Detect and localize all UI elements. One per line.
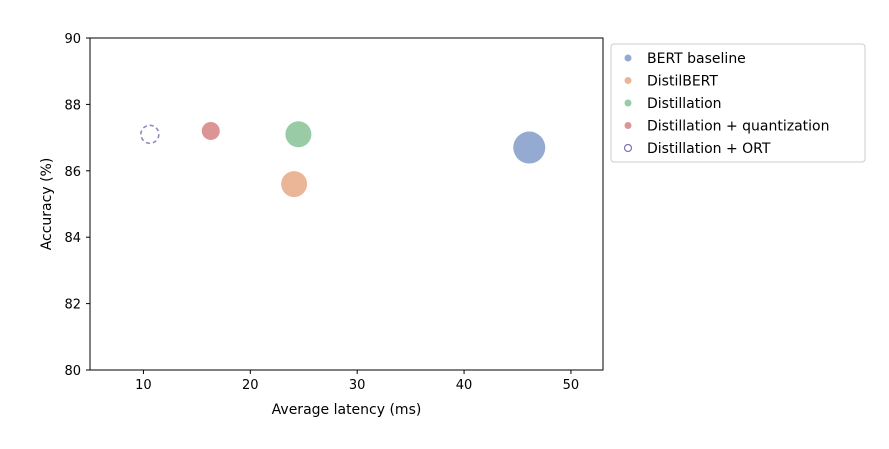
plot-frame <box>89 37 604 371</box>
y-tick-label: 86 <box>64 165 81 180</box>
y-tick-label: 82 <box>64 298 81 313</box>
axes-layer: 10 20 30 40 50 80 82 84 86 88 90 Average latency (m… <box>39 32 604 418</box>
x-tick-label: 10 <box>135 378 152 393</box>
point-bert-baseline <box>513 131 546 164</box>
y-axis-label: Accuracy (%) <box>39 158 55 251</box>
legend-marker <box>624 122 632 129</box>
y-tick-label: 90 <box>64 32 81 47</box>
x-axis-label: Average latency (ms) <box>272 402 422 418</box>
legend-box <box>610 43 866 163</box>
legend-label: DistilBERT <box>647 74 718 90</box>
legend-label: Distillation <box>647 96 722 112</box>
x-tick-label: 50 <box>563 378 580 393</box>
point-distillation-ort <box>140 124 160 145</box>
point-distillation-quantization <box>201 121 220 140</box>
x-tick-label: 30 <box>349 378 366 393</box>
y-tick-label: 80 <box>64 364 81 379</box>
y-tick-label: 88 <box>64 98 81 113</box>
y-tick-label: 84 <box>64 231 81 246</box>
point-distillation <box>285 121 312 148</box>
legend-label: Distillation + quantization <box>647 119 830 135</box>
legend-marker <box>624 99 632 107</box>
legend-marker <box>624 77 632 84</box>
legend-marker <box>624 54 632 62</box>
legend-label: Distillation + ORT <box>647 141 771 157</box>
legend-label: BERT baseline <box>647 51 746 67</box>
legend-marker <box>623 143 633 153</box>
legend: BERT baseline DistilBERT Distillation Disti… <box>610 43 866 163</box>
point-distilbert <box>281 171 308 198</box>
points-layer <box>140 121 546 198</box>
x-tick-label: 20 <box>242 378 259 393</box>
x-tick-label: 40 <box>456 378 473 393</box>
